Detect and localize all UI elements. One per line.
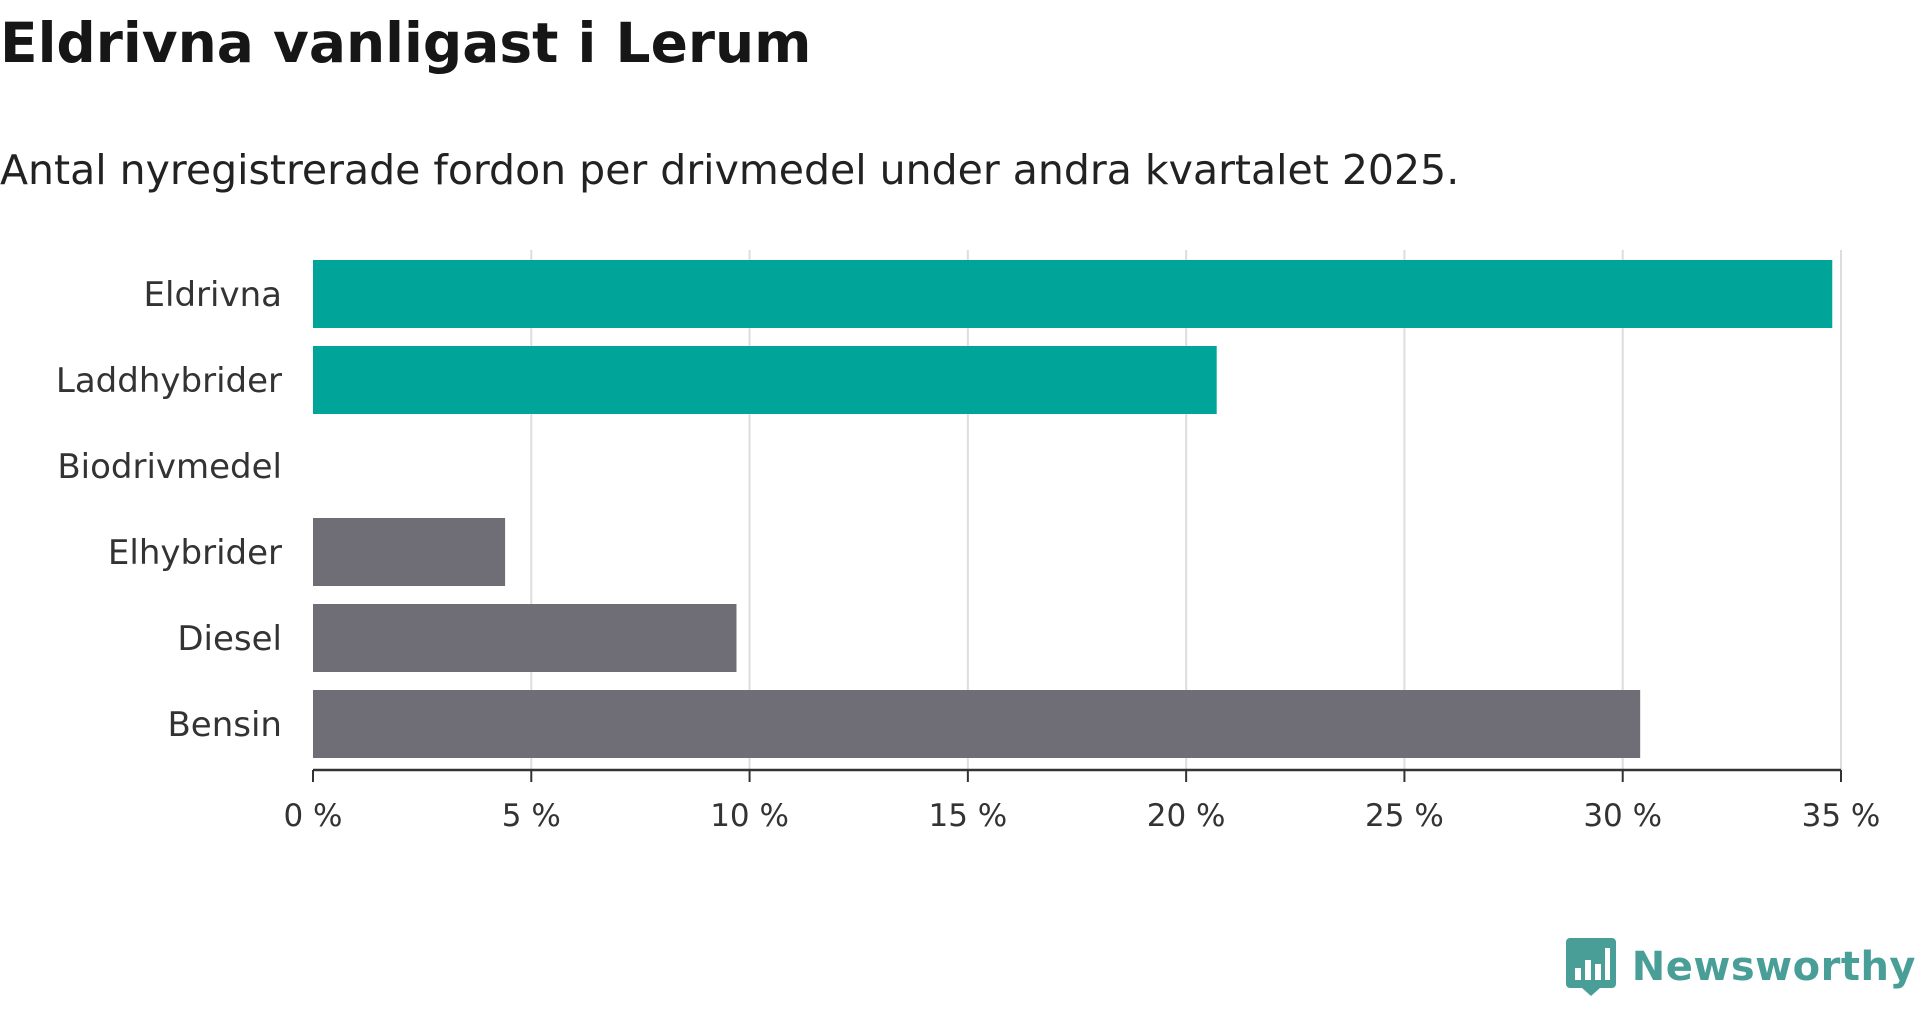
brand-logo: Newsworthy [1565, 938, 1916, 996]
bar-laddhybrider [313, 346, 1217, 414]
category-label: Diesel [177, 619, 282, 659]
bar-eldrivna [313, 260, 1833, 328]
x-tick-label: 25 % [1365, 798, 1444, 834]
x-tick-label: 30 % [1583, 798, 1662, 834]
category-labels: Eldrivna Laddhybrider Biodrivmedel Elhybrid… [56, 275, 282, 745]
bar-bensin [313, 690, 1641, 758]
x-tick-label: 5 % [502, 798, 561, 834]
x-tick-label: 0 % [283, 798, 342, 834]
bar-diesel [313, 604, 737, 672]
x-tick-label: 10 % [710, 798, 789, 834]
chart-title: Eldrivna vanligast i Lerum [0, 11, 812, 75]
x-tick-label: 15 % [928, 798, 1007, 834]
x-tick-label: 35 % [1802, 798, 1881, 834]
x-axis: 0 % 5 % 10 % 15 % 20 % 25 % 30 % 35 % [283, 768, 1881, 834]
newsworthy-logo-icon [1565, 938, 1616, 996]
category-label: Laddhybrider [56, 361, 282, 401]
brand-name: Newsworthy [1631, 944, 1916, 990]
bars [313, 260, 1833, 758]
chart-subtitle: Antal nyregistrerade fordon per drivmede… [0, 146, 1460, 194]
category-label: Biodrivmedel [57, 447, 282, 487]
bar-chart: Eldrivna Laddhybrider Biodrivmedel Elhybrid… [56, 250, 1881, 834]
bar-elhybrider [313, 518, 506, 586]
category-label: Elhybrider [108, 533, 282, 573]
gridlines [530, 250, 1842, 770]
x-tick-label: 20 % [1147, 798, 1226, 834]
category-label: Bensin [167, 705, 282, 745]
category-label: Eldrivna [144, 275, 282, 315]
